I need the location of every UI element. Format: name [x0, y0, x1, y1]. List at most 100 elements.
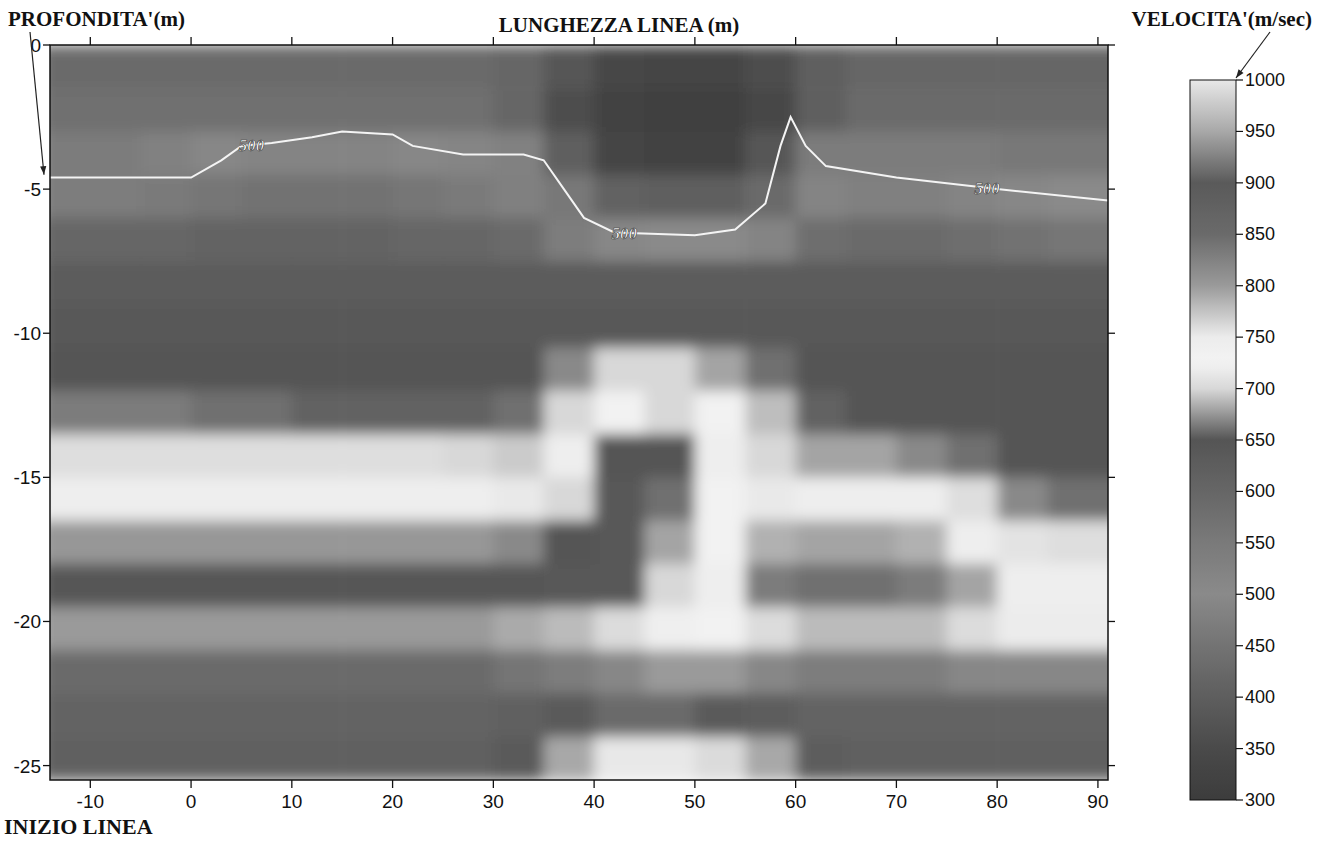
colorbar-tick — [1236, 388, 1243, 389]
cell — [1098, 434, 1108, 478]
cell — [241, 45, 292, 89]
cell — [342, 88, 393, 132]
cell — [191, 737, 242, 780]
cell — [90, 521, 141, 565]
cell — [90, 218, 141, 262]
cell — [191, 261, 242, 305]
cell — [544, 391, 595, 435]
cell — [695, 131, 746, 175]
cell — [141, 45, 192, 89]
cell — [342, 477, 393, 521]
cell — [493, 434, 544, 478]
y-tick-label: -15 — [14, 467, 41, 488]
cell — [1098, 564, 1108, 608]
colorbar-tick-label: 700 — [1245, 379, 1275, 399]
cell — [745, 218, 796, 262]
cell — [50, 261, 91, 305]
cell — [1098, 45, 1108, 89]
cell — [141, 737, 192, 780]
x-tick-top — [896, 37, 897, 45]
cell — [896, 650, 947, 694]
cell — [544, 564, 595, 608]
cell — [342, 564, 393, 608]
cell — [1098, 391, 1108, 435]
cell — [141, 348, 192, 392]
cell — [846, 521, 897, 565]
x-tick-top — [593, 37, 594, 45]
cell — [997, 477, 1048, 521]
cell — [594, 391, 645, 435]
cell — [50, 564, 91, 608]
x-tick — [593, 780, 594, 788]
cell — [846, 737, 897, 780]
cell — [796, 477, 847, 521]
cell — [846, 564, 897, 608]
cell — [594, 607, 645, 651]
cell — [846, 45, 897, 89]
cell — [292, 391, 343, 435]
cell — [90, 694, 141, 738]
cell — [241, 521, 292, 565]
cell — [846, 348, 897, 392]
x-tick — [795, 780, 796, 788]
x-tick — [694, 780, 695, 788]
colorbar-tick-label: 800 — [1245, 276, 1275, 296]
cell — [947, 304, 998, 348]
colorbar-tick — [1236, 697, 1243, 698]
y-tick-right — [1108, 188, 1115, 189]
cell — [292, 477, 343, 521]
cell — [493, 131, 544, 175]
cell — [594, 348, 645, 392]
cell — [695, 694, 746, 738]
cell — [644, 304, 695, 348]
cell — [846, 175, 897, 219]
cell — [90, 434, 141, 478]
cell — [1048, 304, 1099, 348]
colorbar-tick — [1236, 799, 1243, 800]
cell — [141, 694, 192, 738]
cell — [695, 348, 746, 392]
cell — [241, 434, 292, 478]
y-tick — [43, 188, 50, 189]
cell — [50, 477, 91, 521]
x-tick — [493, 780, 494, 788]
y-tick-right — [1108, 333, 1115, 334]
cell — [695, 304, 746, 348]
cell — [342, 218, 393, 262]
colorbar-tick — [1236, 645, 1243, 646]
cell — [796, 261, 847, 305]
cell — [695, 45, 746, 89]
cell — [1098, 737, 1108, 780]
cell — [393, 218, 444, 262]
cell — [443, 348, 494, 392]
arrow-head — [1236, 69, 1244, 78]
cell — [644, 564, 695, 608]
cell — [1098, 304, 1108, 348]
cell — [191, 348, 242, 392]
colorbar-tick — [1236, 182, 1243, 183]
cell — [342, 737, 393, 780]
cell — [292, 218, 343, 262]
cell — [544, 521, 595, 565]
cell — [745, 348, 796, 392]
cell — [594, 218, 645, 262]
cell — [644, 650, 695, 694]
cell — [896, 434, 947, 478]
cell — [796, 521, 847, 565]
cell — [1048, 131, 1099, 175]
cell — [846, 391, 897, 435]
arrow — [30, 32, 44, 175]
colorbar-tick — [1236, 131, 1243, 132]
y-tick-right — [1108, 621, 1115, 622]
x-tick-label: 20 — [382, 791, 403, 812]
cell — [292, 737, 343, 780]
cell — [997, 521, 1048, 565]
colorbar-tick-label: 600 — [1245, 481, 1275, 501]
cell — [644, 175, 695, 219]
cell — [141, 131, 192, 175]
cell — [796, 391, 847, 435]
x-tick — [392, 780, 393, 788]
cell — [997, 694, 1048, 738]
cell — [846, 607, 897, 651]
cell — [947, 521, 998, 565]
